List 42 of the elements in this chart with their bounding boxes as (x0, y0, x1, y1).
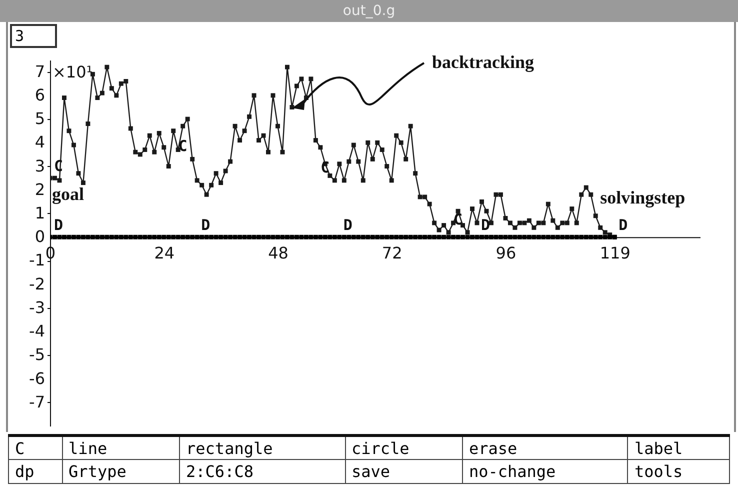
text: C (8, 436, 62, 460)
text: 2:C6:C8 (180, 460, 345, 484)
y-axis-title: ×10¹ (52, 62, 93, 82)
y-tick-label: -2 (29, 274, 45, 294)
x-tick-label: 96 (496, 244, 516, 263)
annotation: D (201, 216, 210, 234)
text: tools (628, 460, 730, 484)
y-tick-label: -1 (29, 250, 45, 270)
x-tick-label: 119 (600, 244, 630, 263)
y-tick-label: -6 (29, 368, 45, 388)
text: label (628, 436, 730, 460)
annotation: D (54, 216, 64, 234)
y-tick-label: 1 (34, 203, 45, 222)
text: erase (462, 436, 628, 460)
y-tick-label: -7 (29, 392, 45, 412)
y-tick-label: 0 (34, 227, 45, 246)
text: circle (345, 436, 462, 460)
text: line (62, 436, 180, 460)
y-tick-label: 6 (34, 85, 45, 104)
y-tick-label: 2 (34, 180, 45, 199)
y-tick-label: -3 (29, 298, 45, 317)
annotation: backtracking (432, 52, 534, 72)
y-tick-label: -5 (29, 345, 45, 364)
annotation: solvingstep (600, 188, 686, 208)
text: rectangle (180, 436, 345, 460)
x-tick-label: 24 (154, 244, 175, 263)
x-tick-label: 72 (382, 244, 402, 263)
annotation: D (618, 216, 628, 234)
y-tick-label: 5 (34, 109, 45, 128)
y-tick-label: 4 (34, 132, 45, 152)
annotation: D (343, 216, 352, 234)
text: Grtype (62, 460, 180, 484)
y-tick-label: -4 (29, 322, 45, 341)
annotation: goal (52, 184, 84, 204)
text: dp (8, 460, 62, 484)
text: no-change (462, 460, 628, 484)
y-tick-label: 3 (34, 156, 45, 176)
text: save (345, 460, 462, 484)
annotation: D (481, 216, 490, 234)
x-tick-label: 48 (268, 244, 288, 263)
y-tick-label: 7 (34, 62, 45, 81)
chart-title: out_0.g (0, 0, 738, 22)
